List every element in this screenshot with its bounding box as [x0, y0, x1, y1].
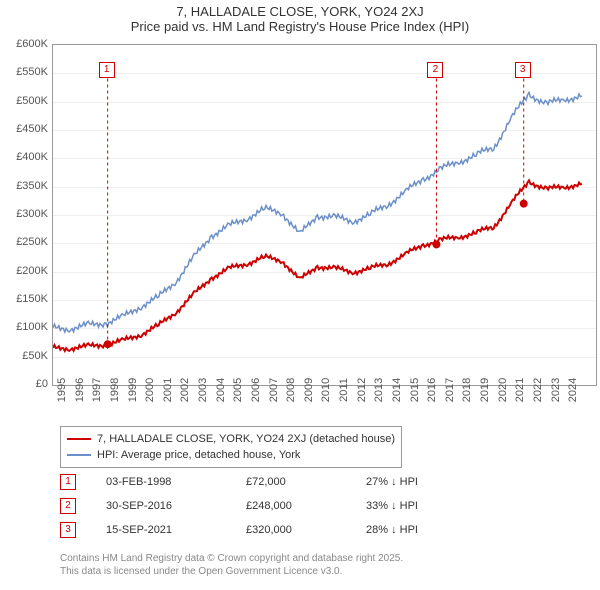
- x-tick-label: 2004: [215, 378, 227, 402]
- datapoint-delta: 27% ↓ HPI: [366, 476, 418, 488]
- datapoint-marker: 2: [60, 498, 76, 514]
- y-tick-label: £250K: [0, 236, 48, 248]
- datapoint-price: £72,000: [246, 476, 336, 488]
- datapoint-row: 3 15-SEP-2021 £320,000 28% ↓ HPI: [60, 518, 418, 542]
- x-tick-label: 1996: [74, 378, 86, 402]
- y-tick-label: £400K: [0, 151, 48, 163]
- legend-swatch: [67, 438, 91, 440]
- datapoint-price: £320,000: [246, 524, 336, 536]
- legend-item: HPI: Average price, detached house, York: [67, 447, 395, 463]
- x-tick-label: 2002: [179, 378, 191, 402]
- plot-area: [52, 44, 597, 386]
- x-tick-label: 2022: [532, 378, 544, 402]
- datapoint-row: 2 30-SEP-2016 £248,000 33% ↓ HPI: [60, 494, 418, 518]
- x-tick-label: 2003: [197, 378, 209, 402]
- datapoint-marker: 1: [60, 474, 76, 490]
- legend: 7, HALLADALE CLOSE, YORK, YO24 2XJ (deta…: [60, 426, 402, 468]
- x-tick-label: 1998: [109, 378, 121, 402]
- footer-line: Contains HM Land Registry data © Crown c…: [60, 552, 403, 565]
- y-tick-label: £300K: [0, 208, 48, 220]
- legend-label: 7, HALLADALE CLOSE, YORK, YO24 2XJ (deta…: [97, 433, 395, 445]
- x-tick-label: 2006: [250, 378, 262, 402]
- x-tick-label: 2013: [373, 378, 385, 402]
- x-tick-label: 2010: [320, 378, 332, 402]
- x-tick-label: 2005: [232, 378, 244, 402]
- x-tick-label: 2009: [303, 378, 315, 402]
- y-tick-label: £600K: [0, 38, 48, 50]
- x-tick-label: 2012: [356, 378, 368, 402]
- data-points-table: 1 03-FEB-1998 £72,000 27% ↓ HPI 2 30-SEP-2016…: [60, 470, 418, 542]
- y-tick-label: £50K: [0, 350, 48, 362]
- footer-line: This data is licensed under the Open Gov…: [60, 565, 403, 578]
- marker-dot: [520, 200, 528, 208]
- y-tick-label: £200K: [0, 265, 48, 277]
- y-tick-label: £150K: [0, 293, 48, 305]
- x-tick-label: 2024: [567, 378, 579, 402]
- legend-item: 7, HALLADALE CLOSE, YORK, YO24 2XJ (deta…: [67, 431, 395, 447]
- datapoint-row: 1 03-FEB-1998 £72,000 27% ↓ HPI: [60, 470, 418, 494]
- legend-swatch: [67, 454, 91, 456]
- y-tick-label: £500K: [0, 95, 48, 107]
- y-tick-label: £450K: [0, 123, 48, 135]
- y-tick-label: £0: [0, 378, 48, 390]
- x-tick-label: 2017: [444, 378, 456, 402]
- chart-subtitle: Price paid vs. HM Land Registry's House …: [0, 19, 600, 38]
- x-tick-label: 2008: [285, 378, 297, 402]
- datapoint-date: 15-SEP-2021: [106, 524, 216, 536]
- footer-attribution: Contains HM Land Registry data © Crown c…: [60, 552, 403, 578]
- x-tick-label: 2018: [461, 378, 473, 402]
- legend-label: HPI: Average price, detached house, York: [97, 449, 300, 461]
- x-tick-label: 2000: [144, 378, 156, 402]
- datapoint-delta: 28% ↓ HPI: [366, 524, 418, 536]
- y-tick-label: £550K: [0, 66, 48, 78]
- datapoint-date: 30-SEP-2016: [106, 500, 216, 512]
- x-tick-label: 2014: [391, 378, 403, 402]
- datapoint-date: 03-FEB-1998: [106, 476, 216, 488]
- chart-svg: [53, 45, 596, 385]
- marker-label: 1: [99, 62, 115, 78]
- series-line: [53, 180, 582, 351]
- chart-title: 7, HALLADALE CLOSE, YORK, YO24 2XJ: [0, 0, 600, 19]
- datapoint-delta: 33% ↓ HPI: [366, 500, 418, 512]
- datapoint-marker: 3: [60, 522, 76, 538]
- datapoint-price: £248,000: [246, 500, 336, 512]
- x-tick-label: 1997: [91, 378, 103, 402]
- x-tick-label: 2007: [268, 378, 280, 402]
- x-tick-label: 2011: [338, 378, 350, 402]
- y-tick-label: £350K: [0, 180, 48, 192]
- x-tick-label: 2015: [409, 378, 421, 402]
- x-tick-label: 2020: [497, 378, 509, 402]
- x-tick-label: 1995: [56, 378, 68, 402]
- marker-dot: [104, 340, 112, 348]
- marker-label: 2: [427, 62, 443, 78]
- x-tick-label: 2001: [162, 378, 174, 402]
- x-tick-label: 2021: [514, 378, 526, 402]
- y-tick-label: £100K: [0, 321, 48, 333]
- marker-dot: [432, 240, 440, 248]
- x-tick-label: 2019: [479, 378, 491, 402]
- x-tick-label: 1999: [127, 378, 139, 402]
- series-line: [53, 92, 582, 332]
- marker-label: 3: [515, 62, 531, 78]
- x-tick-label: 2023: [550, 378, 562, 402]
- x-tick-label: 2016: [426, 378, 438, 402]
